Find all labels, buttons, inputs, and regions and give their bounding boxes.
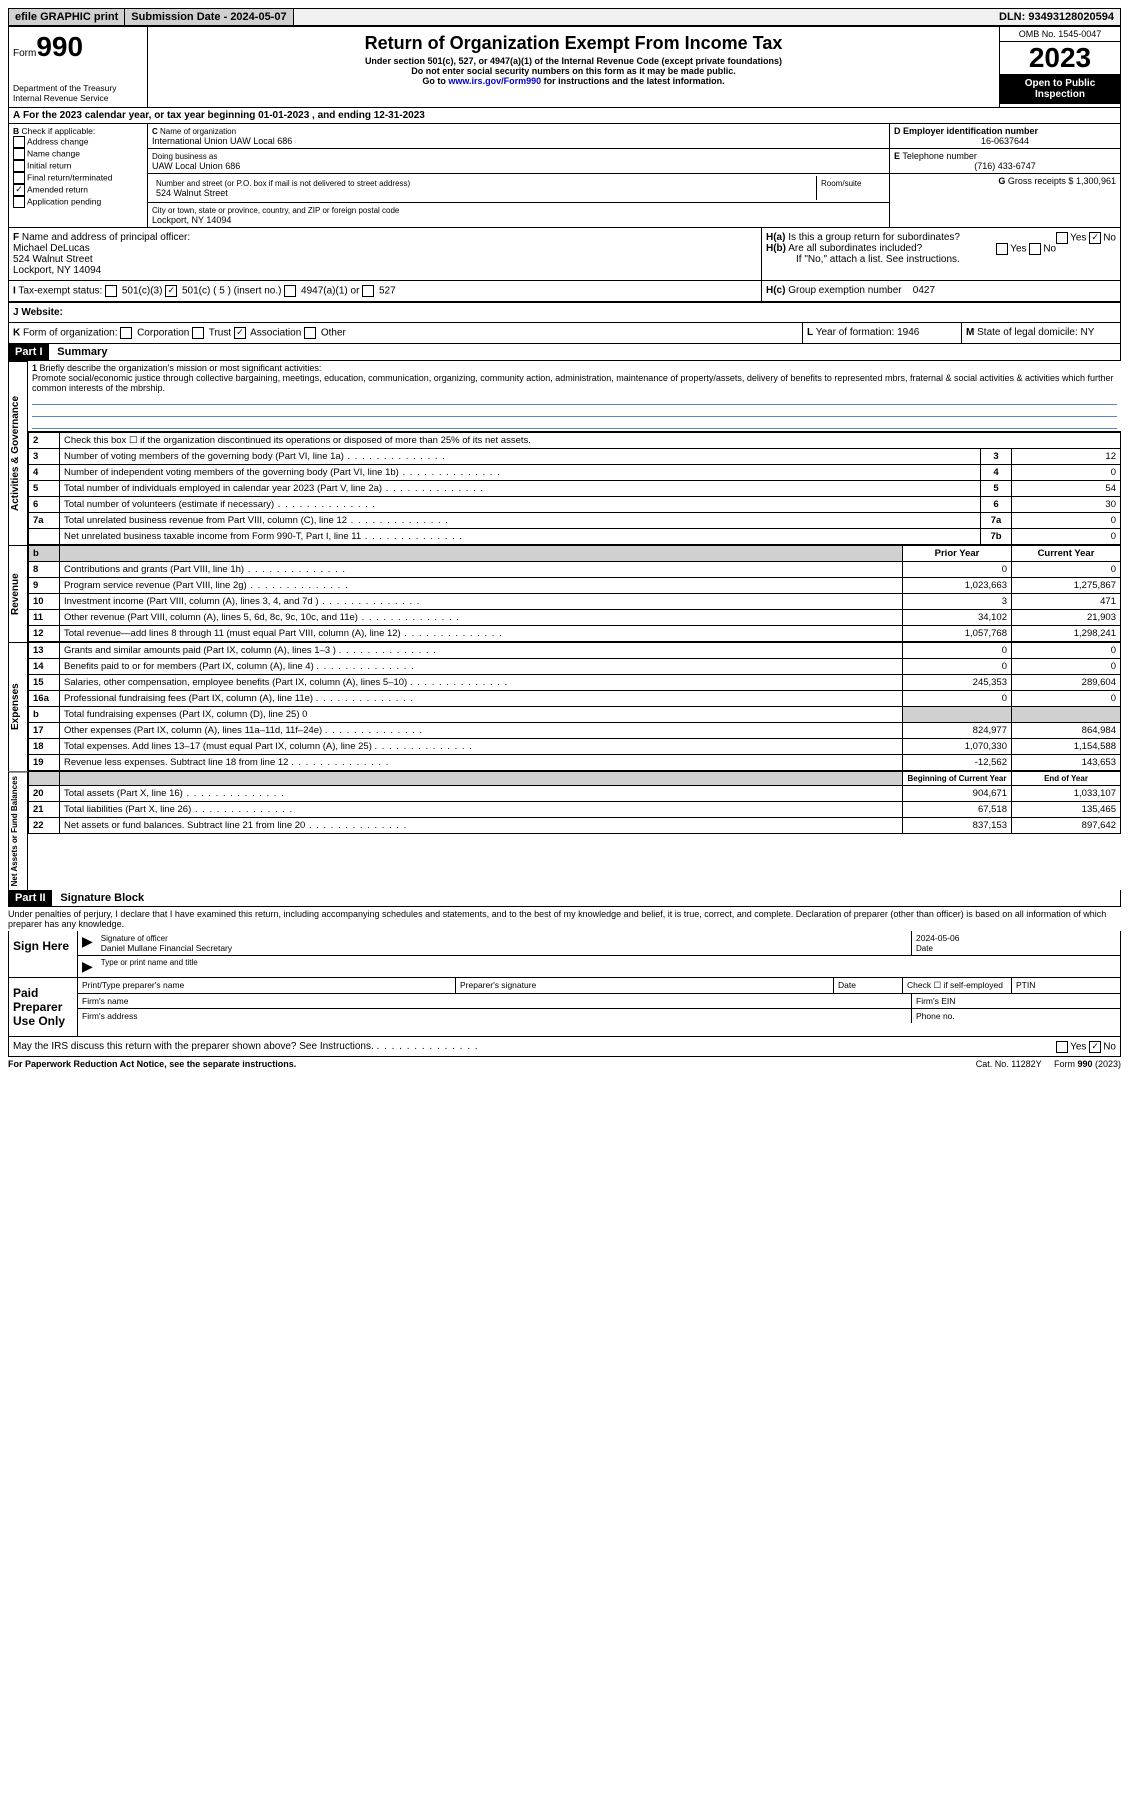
section-expenses: Expenses [8,642,28,771]
discuss-row: May the IRS discuss this return with the… [8,1037,1121,1057]
top-bar: efile GRAPHIC print Submission Date - 20… [8,8,1121,26]
mission-text: Promote social/economic justice through … [32,373,1114,393]
open-inspection: Open to Public Inspection [1000,74,1120,104]
part2-header: Part II [9,890,52,906]
section-ij: I Tax-exempt status: 501(c)(3) ✓ 501(c) … [8,281,1121,303]
street: 524 Walnut Street [156,188,228,198]
governance-table: 2Check this box ☐ if the organization di… [28,432,1121,545]
section-revenue: Revenue [8,545,28,642]
dept-label: Department of the Treasury Internal Reve… [13,83,143,103]
paid-preparer-block: Paid Preparer Use Only Print/Type prepar… [8,978,1121,1037]
omb-number: OMB No. 1545-0047 [1000,27,1120,42]
section-governance: Activities & Governance [8,361,28,545]
irs-link[interactable]: www.irs.gov/Form990 [448,76,541,86]
section-klm: K Form of organization: Corporation Trus… [8,323,1121,344]
ein: 16-0637644 [894,136,1116,146]
domicile: NY [1081,327,1095,338]
city: Lockport, NY 14094 [152,215,231,225]
expenses-table: 13Grants and similar amounts paid (Part … [28,642,1121,771]
perjury-statement: Under penalties of perjury, I declare th… [8,907,1121,931]
section-fh: F Name and address of principal officer:… [8,228,1121,281]
dln: DLN: 93493128020594 [993,9,1120,25]
efile-print-button[interactable]: efile GRAPHIC print [9,9,125,25]
section-netassets: Net Assets or Fund Balances [8,771,28,890]
sign-here-block: Sign Here ▶ Signature of officerDaniel M… [8,931,1121,978]
year-formation: 1946 [897,327,919,338]
form-title: Return of Organization Exempt From Incom… [152,33,995,54]
line-a: A For the 2023 calendar year, or tax yea… [8,108,1121,124]
page-footer: For Paperwork Reduction Act Notice, see … [8,1057,1121,1069]
officer-signature: Daniel Mullane Financial Secretary [101,943,232,953]
part1-header: Part I [9,344,49,360]
phone: (716) 433-6747 [894,161,1116,171]
group-exemption: 0427 [913,285,935,296]
org-name: International Union UAW Local 686 [152,136,292,146]
netassets-table: Beginning of Current YearEnd of Year20To… [28,771,1121,834]
section-bcd: B Check if applicable: Address change Na… [8,124,1121,228]
tax-year: 2023 [1000,42,1120,74]
officer-name: Michael DeLucas [13,243,90,254]
form-number: Form990 [13,31,143,63]
submission-date: Submission Date - 2024-05-07 [125,9,293,25]
form-header: Form990 Department of the Treasury Inter… [8,26,1121,108]
revenue-table: bPrior YearCurrent Year8Contributions an… [28,545,1121,642]
gross-receipts: 1,300,961 [1076,176,1116,186]
subtitle-3: Go to www.irs.gov/Form990 for instructio… [152,76,995,86]
subtitle-2: Do not enter social security numbers on … [152,66,995,76]
sig-date: 2024-05-06 [916,933,959,943]
amended-check: ✓ [13,184,25,196]
dba: UAW Local Union 686 [152,161,240,171]
subtitle-1: Under section 501(c), 527, or 4947(a)(1)… [152,56,995,66]
